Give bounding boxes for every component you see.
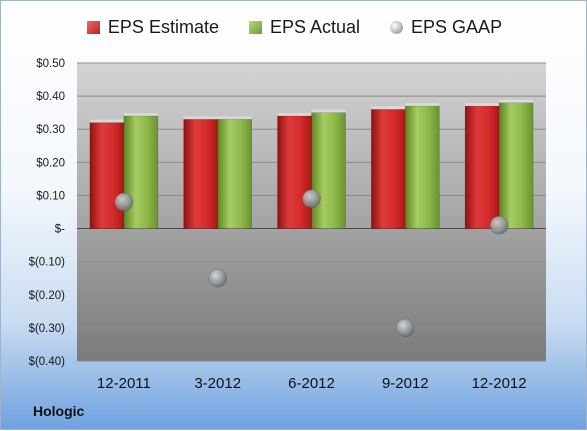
point-eps-gaap (302, 189, 321, 209)
legend-swatch-estimate (86, 21, 100, 34)
legend-swatch-actual (248, 21, 262, 34)
legend-label-actual: EPS Actual (269, 17, 361, 37)
legend-item-gaap: EPS GAAP (390, 17, 502, 38)
bar-eps-estimate-top (465, 103, 500, 107)
x-tick-label: 3-2012 (194, 375, 241, 392)
bar-eps-actual-top (217, 116, 252, 120)
bar-eps-actual (311, 112, 346, 229)
bar-eps-actual (123, 115, 159, 229)
y-tick-label: $(0.20) (29, 290, 66, 302)
bar-eps-estimate-top (89, 119, 124, 123)
y-tick-label: $0.30 (36, 124, 65, 136)
bar-eps-actual-top (311, 109, 346, 113)
x-axis-ticks: 12-2011 3-2012 6-2012 9-2012 12-2012 (97, 375, 527, 392)
bar-eps-estimate (370, 109, 406, 229)
bar-eps-estimate-top (371, 106, 406, 110)
bar-eps-actual-top (499, 99, 534, 103)
point-eps-gaap (208, 268, 227, 288)
bar-eps-estimate (183, 118, 218, 229)
bar-eps-actual-top (123, 112, 158, 116)
company-name: Hologic (33, 403, 85, 419)
y-tick-label: $0.40 (36, 91, 65, 103)
gaap-points (114, 189, 509, 338)
bar-eps-estimate-top (183, 116, 218, 120)
bar-eps-estimate-top (277, 112, 312, 116)
legend: EPS Estimate EPS Actual EPS GAAP (1, 17, 587, 38)
x-tick-label: 12-2011 (97, 375, 151, 392)
bar-eps-actual (498, 102, 534, 229)
y-tick-label: $0.50 (36, 58, 65, 70)
bar-eps-actual (404, 105, 440, 229)
bar-eps-estimate (277, 115, 312, 229)
y-tick-label: $0.20 (36, 157, 65, 169)
bar-eps-actual-top (405, 103, 440, 107)
x-tick-label: 6-2012 (288, 375, 335, 392)
y-tick-label: $(0.40) (29, 356, 66, 368)
legend-swatch-gaap (390, 21, 404, 34)
x-tick-label: 9-2012 (382, 375, 429, 392)
legend-item-estimate: EPS Estimate (86, 17, 219, 38)
x-tick-label: 12-2012 (472, 375, 527, 392)
legend-label-estimate: EPS Estimate (107, 17, 219, 37)
legend-label-gaap: EPS GAAP (411, 17, 503, 37)
point-eps-gaap (114, 192, 134, 212)
point-eps-gaap (489, 215, 509, 235)
y-axis-ticks: $0.50 $0.40 $0.30 $0.20 $0.10 $- $(0.10) $(0.20… (29, 58, 66, 368)
bar-eps-estimate (89, 122, 125, 229)
y-tick-label: $0.10 (36, 190, 65, 202)
bar-eps-estimate (464, 105, 500, 229)
bars (89, 99, 534, 229)
y-tick-label: $(0.30) (29, 323, 66, 335)
legend-item-actual: EPS Actual (248, 17, 361, 38)
y-tick-label: $- (55, 224, 65, 236)
y-tick-label: $(0.10) (29, 257, 66, 269)
bar-eps-actual (217, 118, 252, 229)
point-eps-gaap (395, 318, 415, 338)
